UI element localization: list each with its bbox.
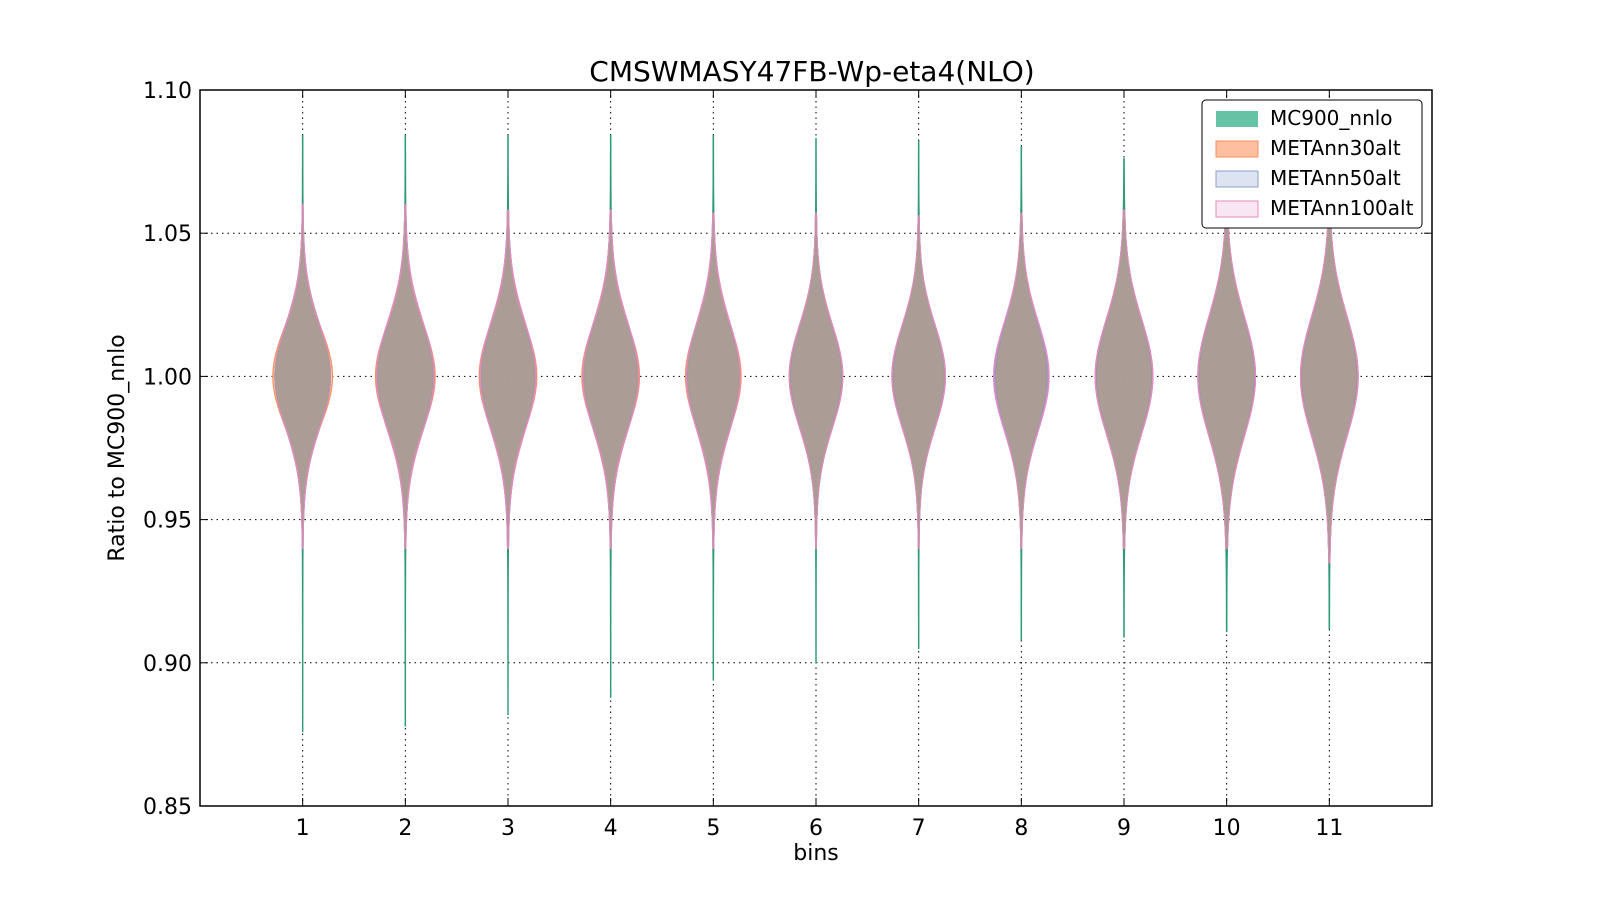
legend-frame [1201, 99, 1423, 229]
tick-layer: 0.85 0.90 0.95 1.00 1.05 1.10 1 2 3 4 5 6 7 8 9 10 11 [143, 79, 1432, 841]
y-tick-label: 0.95 [143, 509, 192, 534]
x-tick-label: 4 [604, 816, 618, 841]
y-tick-label: 1.10 [143, 79, 192, 104]
violin-overlap [995, 213, 1047, 549]
x-tick-label: 8 [1014, 816, 1028, 841]
y-tick-label: 1.00 [143, 365, 192, 390]
legend: MC900_nnlo METAnn30alt METAnn50alt METAnn10… [1201, 99, 1423, 229]
violin-overlap [1096, 210, 1152, 549]
x-tick-label: 6 [809, 816, 823, 841]
legend-label: METAnn30alt [1270, 136, 1401, 160]
x-tick-label: 11 [1315, 816, 1343, 841]
violin-layer [272, 135, 1359, 733]
violin-overlap [377, 204, 434, 549]
legend-items: MC900_nnlo METAnn30alt METAnn50alt METAnn10… [1215, 106, 1414, 220]
x-tick-label: 9 [1117, 816, 1131, 841]
violin-overlap [583, 210, 638, 549]
x-tick-label: 5 [706, 816, 720, 841]
legend-swatch [1215, 170, 1259, 188]
chart-title: CMSWMASY47FB-Wp-eta4(NLO) [589, 55, 1034, 88]
x-tick-label: 10 [1213, 816, 1241, 841]
legend-swatch [1215, 140, 1259, 158]
violin-overlap [1199, 210, 1254, 549]
x-tick-label: 2 [398, 816, 412, 841]
y-axis-title: Ratio to MC900_nnlo [105, 334, 130, 561]
x-tick-label: 1 [296, 816, 310, 841]
legend-swatch [1216, 111, 1258, 127]
legend-swatch [1215, 200, 1259, 218]
violin-overlap [893, 216, 945, 549]
violin-overlap [687, 213, 740, 549]
legend-label: MC900_nnlo [1270, 106, 1393, 130]
y-tick-label: 1.05 [143, 222, 192, 247]
violin-overlap [480, 210, 536, 549]
violin-overlap [274, 204, 331, 549]
violin-overlap [1302, 210, 1357, 563]
x-axis-title: bins [793, 841, 838, 866]
legend-label: METAnn50alt [1270, 166, 1401, 190]
y-tick-label: 0.90 [143, 652, 192, 677]
y-tick-label: 0.85 [143, 795, 192, 820]
violin-overlap-layer [274, 204, 1357, 563]
x-tick-label: 7 [912, 816, 926, 841]
legend-label: METAnn100alt [1270, 196, 1414, 220]
violin-overlap [790, 213, 842, 549]
x-tick-label: 3 [501, 816, 515, 841]
